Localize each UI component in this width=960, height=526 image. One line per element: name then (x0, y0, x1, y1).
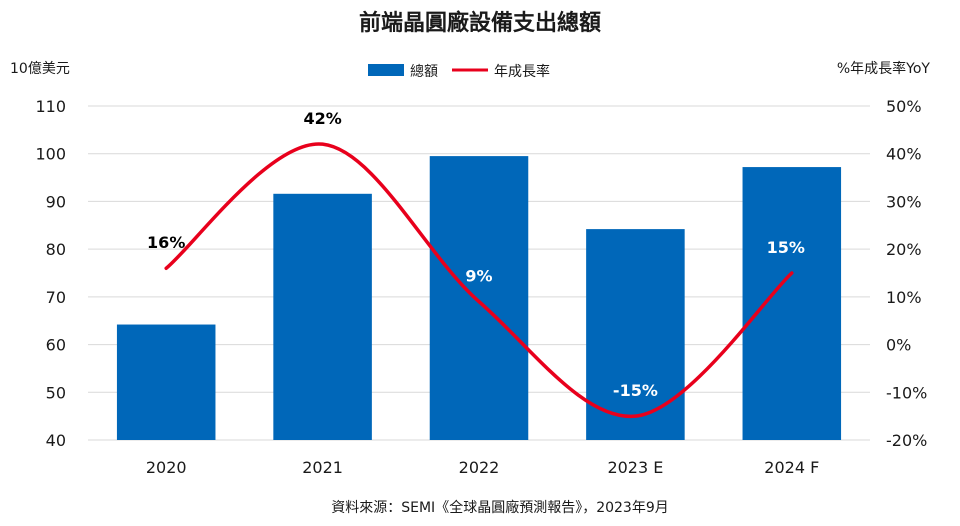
category-axis: 2020 2021 2022 2023 E 2024 F (146, 458, 819, 477)
left-tick-label: 40 (46, 431, 66, 450)
right-axis-ticks: 50% 40% 30% 20% 10% 0% -10% -20% (886, 97, 927, 450)
category-label: 2022 (459, 458, 500, 477)
right-tick-label: 20% (886, 240, 922, 259)
bar-2022 (429, 156, 529, 440)
left-tick-label: 80 (46, 240, 66, 259)
bar-2023-e (586, 229, 685, 440)
right-tick-label: 30% (886, 192, 922, 211)
left-tick-label: 90 (46, 192, 66, 211)
left-axis-title: 10億美元 (10, 61, 70, 77)
right-tick-label: 0% (886, 336, 911, 355)
chart-title: 前端晶圓廠設備支出總額 (359, 10, 601, 36)
left-axis-ticks: 110 100 90 80 70 60 50 40 (35, 97, 66, 450)
right-tick-label: -20% (886, 431, 927, 450)
growth-data-label: 15% (767, 238, 805, 257)
legend-label-total: 總額 (410, 63, 438, 80)
data-labels: 16% 42% 9% -15% 15% (147, 109, 805, 400)
source-note: 資料來源：SEMI《全球晶圓廠預測報告》，2023年9月 (331, 499, 668, 516)
right-axis-title: %年成長率YoY (837, 60, 931, 77)
legend: 總額 年成長率 (368, 63, 550, 80)
growth-data-label: 16% (147, 233, 185, 252)
legend-swatch-bar (368, 64, 404, 76)
legend-label-growth: 年成長率 (494, 63, 550, 80)
category-label: 2024 F (764, 458, 819, 477)
category-label: 2021 (302, 458, 343, 477)
left-tick-label: 70 (46, 288, 66, 307)
left-tick-label: 60 (46, 336, 66, 355)
growth-line (164, 142, 794, 418)
growth-data-label: 9% (465, 267, 492, 286)
left-tick-label: 110 (35, 97, 66, 116)
right-tick-label: 50% (886, 97, 922, 116)
growth-data-label: -15% (613, 381, 658, 400)
right-tick-label: -10% (886, 383, 927, 402)
left-tick-label: 50 (46, 383, 66, 402)
bar-2020 (116, 324, 216, 440)
left-tick-label: 100 (35, 145, 66, 164)
category-label: 2020 (146, 458, 187, 477)
bar-2021 (273, 193, 372, 440)
bar-2024-f (742, 167, 842, 440)
growth-data-label: 42% (303, 109, 341, 128)
bars (116, 156, 842, 440)
category-label: 2023 E (607, 458, 663, 477)
right-tick-label: 40% (886, 145, 922, 164)
right-tick-label: 10% (886, 288, 922, 307)
